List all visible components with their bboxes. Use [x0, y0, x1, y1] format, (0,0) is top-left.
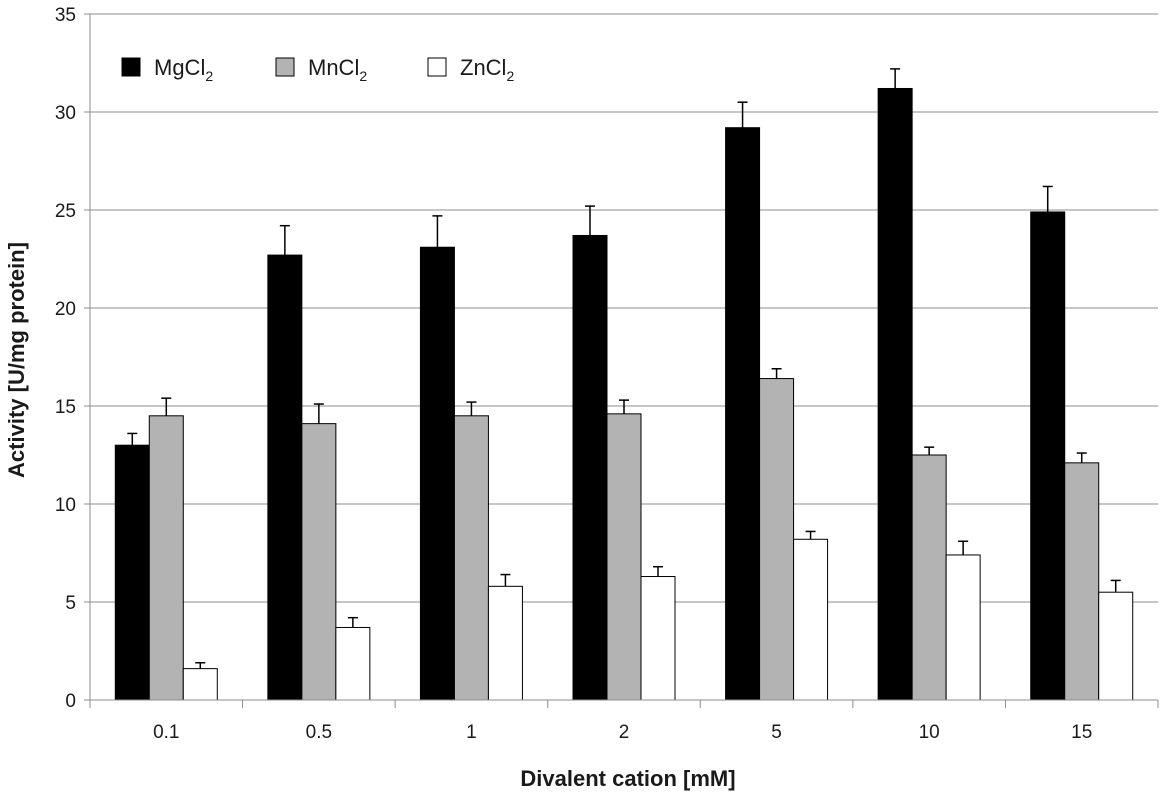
bar-zncl-15	[1098, 591, 1134, 701]
legend-swatch	[275, 57, 295, 77]
legend-label: MnCl2	[308, 55, 367, 84]
y-tick-label: 0	[65, 691, 76, 712]
error-bars	[127, 68, 1121, 669]
x-tick-labels: 0.1 0.5 1 2 5 10 15	[153, 722, 1092, 743]
bar-mncl-5	[759, 378, 795, 701]
bar-zncl-10	[945, 554, 981, 701]
bar-mgcl-5	[725, 127, 761, 701]
axes	[84, 13, 1159, 708]
x-tick-label: 2	[619, 722, 630, 743]
y-tick-label: 35	[55, 5, 76, 26]
x-tick-label: 0.1	[153, 722, 179, 743]
legend-label-subscript: 2	[506, 68, 514, 84]
bar-zncl-1	[487, 585, 523, 701]
bar-zncl-2	[640, 576, 676, 701]
y-axis-title: Activity [U/mg protein]	[4, 242, 29, 478]
bar-zncl-0.1	[182, 668, 218, 701]
y-tick-labels: 0 5 10 15 20 25 30 35	[55, 5, 76, 712]
bar-mncl-0.1	[148, 415, 184, 701]
bar-zncl-0.5	[335, 626, 371, 701]
y-tick-label: 25	[55, 201, 76, 222]
x-axis-title: Divalent cation [mM]	[520, 766, 735, 791]
x-tick-label: 10	[919, 722, 940, 743]
x-tick-label: 1	[466, 722, 477, 743]
legend: MgCl2 MnCl2 ZnCl2	[121, 55, 514, 84]
legend-label: ZnCl2	[460, 55, 514, 84]
bar-mgcl-0.1	[114, 444, 150, 701]
bar-zncl-5	[793, 538, 829, 701]
bar-mgcl-1	[419, 246, 455, 701]
legend-swatch	[427, 57, 447, 77]
bar-mncl-15	[1064, 462, 1100, 701]
bars	[114, 87, 1134, 701]
x-tick-label: 15	[1071, 722, 1092, 743]
legend-label-text: MnCl	[308, 55, 359, 80]
bar-mncl-10	[911, 454, 947, 701]
legend-label: MgCl2	[154, 55, 213, 84]
bar-mncl-1	[453, 415, 489, 701]
bar-mncl-0.5	[301, 423, 337, 701]
x-tick-label: 5	[771, 722, 782, 743]
legend-label-subscript: 2	[205, 68, 213, 84]
y-tick-label: 30	[55, 103, 76, 124]
x-tick-label: 0.5	[306, 722, 332, 743]
y-tick-label: 20	[55, 299, 76, 320]
y-tick-label: 15	[55, 397, 76, 418]
bar-mgcl-10	[877, 87, 913, 701]
legend-label-text: MgCl	[154, 55, 205, 80]
y-tick-label: 5	[65, 593, 76, 614]
legend-label-text: ZnCl	[460, 55, 506, 80]
bar-mgcl-2	[572, 234, 608, 701]
legend-swatch	[121, 57, 141, 77]
y-tick-label: 10	[55, 495, 76, 516]
bar-mgcl-0.5	[267, 254, 303, 701]
legend-label-subscript: 2	[359, 68, 367, 84]
bar-mgcl-15	[1030, 211, 1066, 701]
bar-mncl-2	[606, 413, 642, 701]
